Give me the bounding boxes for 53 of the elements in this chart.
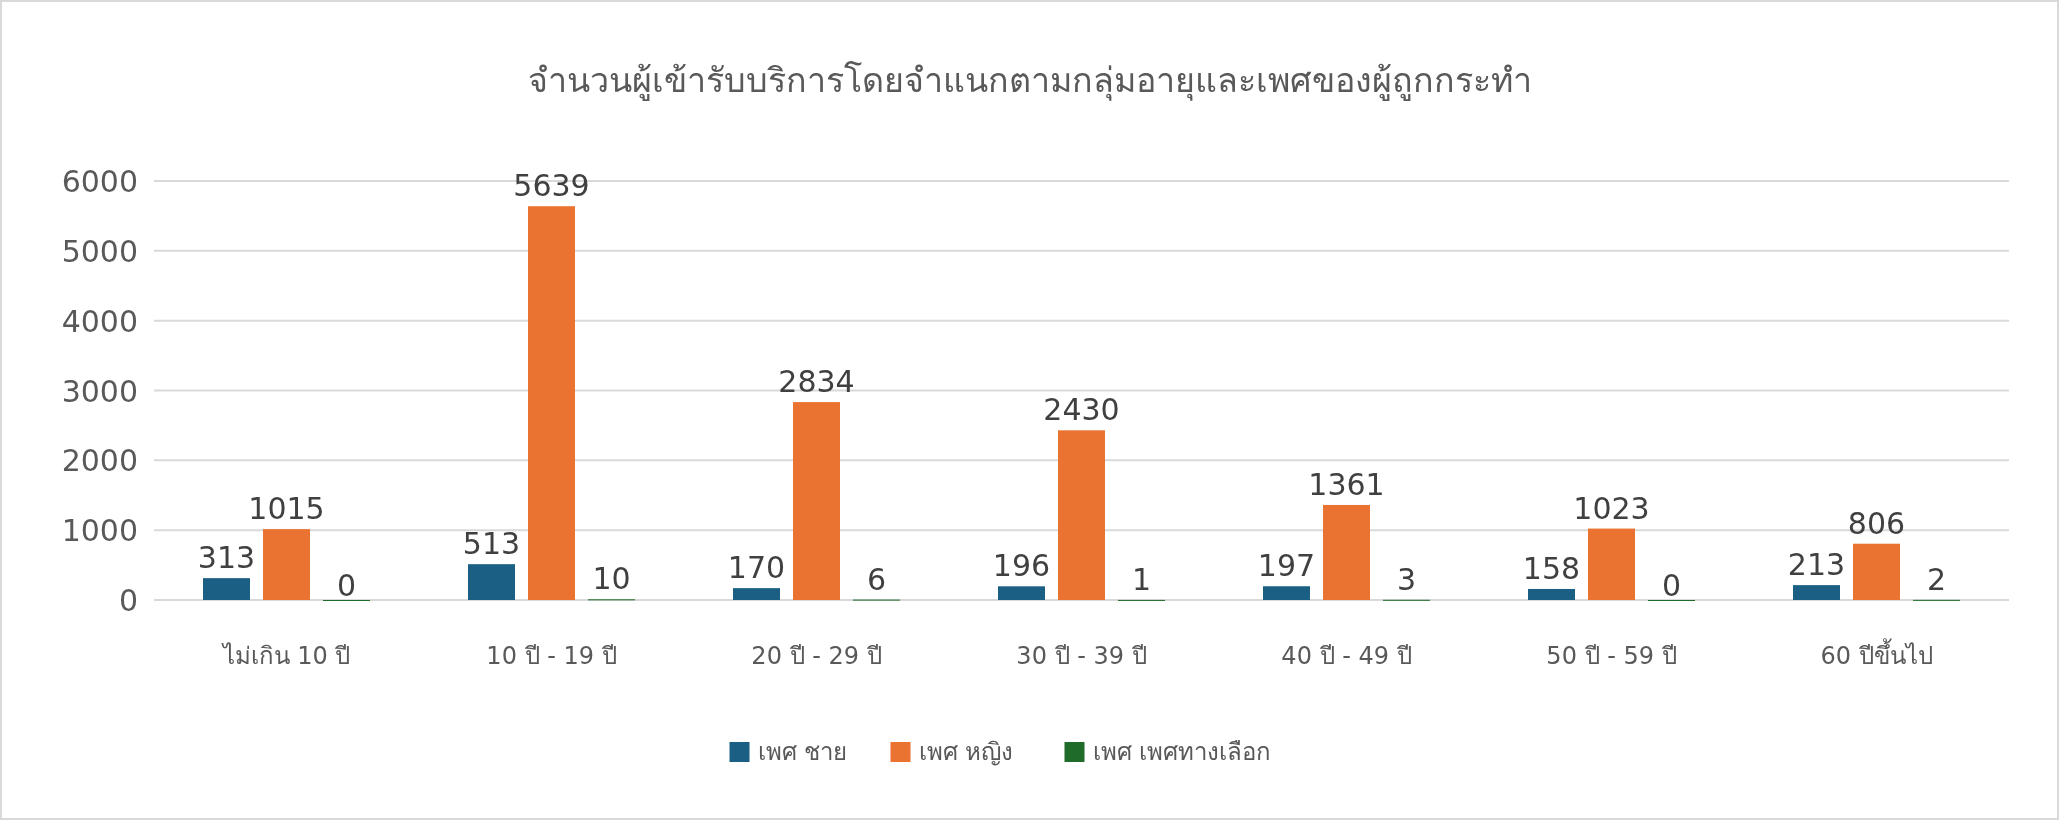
bar — [1853, 543, 1900, 600]
bar — [733, 588, 780, 600]
bar — [203, 578, 250, 600]
x-tick-label: 20 ปี - 29 ปี — [751, 642, 882, 670]
legend-label: เพศ หญิง — [918, 738, 1014, 766]
y-tick-label: 5000 — [61, 233, 138, 269]
data-label: 170 — [727, 550, 786, 586]
data-label: 2430 — [1043, 392, 1120, 428]
bar — [793, 402, 840, 600]
x-tick-label: 60 ปีขึ้นไป — [1820, 638, 1933, 670]
x-tick-label: ไม่เกิน 10 ปี — [220, 642, 351, 670]
data-label: 158 — [1522, 550, 1581, 586]
data-label: 2834 — [778, 364, 855, 400]
x-tick-label: 50 ปี - 59 ปี — [1546, 642, 1677, 670]
data-label: 5639 — [513, 168, 590, 204]
legend-label: เพศ เพศทางเลือก — [1092, 738, 1272, 766]
data-label: 197 — [1257, 548, 1316, 584]
y-tick-label: 6000 — [61, 164, 138, 199]
y-tick-label: 1000 — [61, 513, 138, 549]
bar — [1058, 430, 1105, 600]
bar — [1323, 504, 1370, 600]
bar — [1793, 585, 1840, 600]
chart-title: จำนวนผู้เข้ารับบริการโดยจำแนกตามกลุ่มอายุและเพศของผู้ถูกกระทำ — [527, 60, 1532, 101]
bar — [263, 529, 310, 600]
data-label: 2 — [1926, 561, 1947, 597]
bar — [528, 206, 575, 600]
data-label: 0 — [1661, 568, 1682, 603]
data-label: 513 — [462, 526, 521, 562]
data-label: 196 — [992, 548, 1051, 584]
data-label: 213 — [1787, 547, 1846, 583]
bar — [1528, 588, 1575, 600]
x-tick-label: 30 ปี - 39 ปี — [1016, 642, 1147, 670]
y-tick-label: 2000 — [61, 443, 138, 479]
bar — [1263, 586, 1310, 600]
bar — [1588, 528, 1635, 600]
data-label: 0 — [336, 568, 357, 603]
data-label: 10 — [592, 561, 631, 597]
data-label: 806 — [1847, 505, 1906, 541]
data-label: 1 — [1131, 561, 1152, 597]
y-tick-label: 0 — [118, 583, 138, 618]
data-label: 313 — [197, 540, 256, 576]
x-tick-label: 10 ปี - 19 ปี — [486, 642, 617, 670]
data-label: 3 — [1396, 561, 1417, 597]
data-label: 1023 — [1573, 490, 1650, 526]
bar — [998, 586, 1045, 600]
legend-label: เพศ ชาย — [757, 738, 848, 766]
data-label: 1015 — [248, 491, 325, 527]
bar — [468, 564, 515, 600]
y-tick-label: 3000 — [61, 373, 138, 409]
x-tick-label: 40 ปี - 49 ปี — [1281, 642, 1412, 670]
data-label: 6 — [866, 561, 887, 597]
data-label: 1361 — [1308, 466, 1385, 502]
y-tick-label: 4000 — [61, 303, 138, 339]
